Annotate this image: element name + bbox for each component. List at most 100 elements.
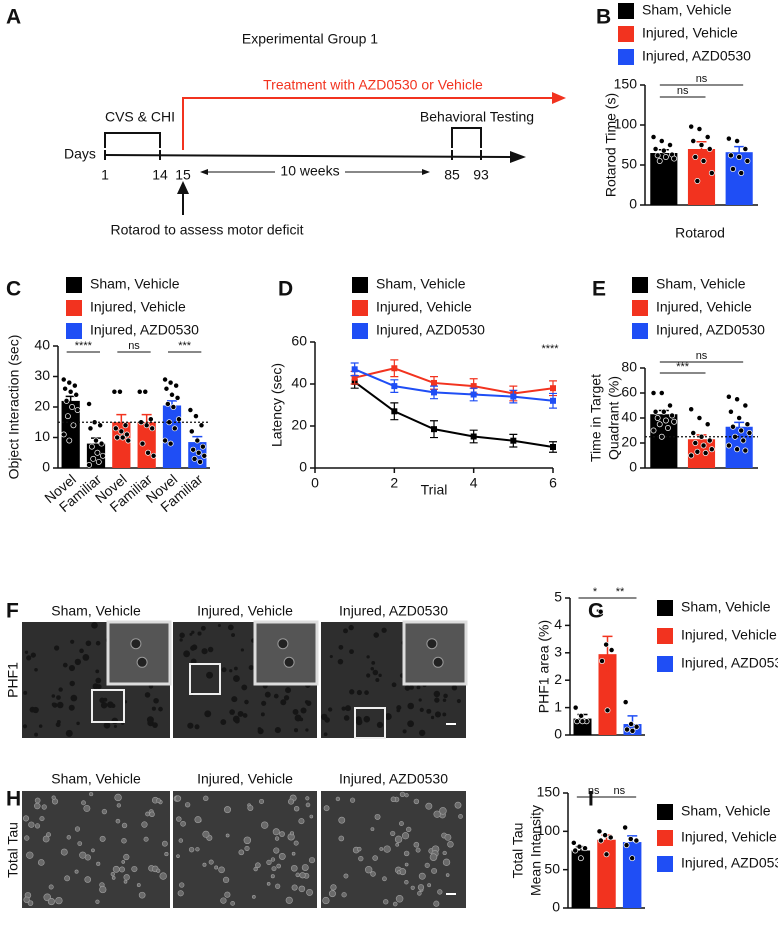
cell — [275, 883, 281, 889]
data-point — [656, 158, 663, 164]
cell — [382, 876, 387, 882]
cell — [66, 835, 72, 840]
cell — [96, 861, 101, 866]
legend-swatch — [618, 49, 634, 65]
data-point — [700, 158, 707, 164]
cell — [293, 728, 299, 733]
cell — [22, 815, 30, 822]
micrograph — [22, 791, 170, 908]
cell — [26, 655, 32, 661]
legend-label: Injured, AZD0530 — [681, 855, 778, 871]
data-point — [702, 450, 709, 456]
data-point — [596, 828, 603, 835]
data-point — [145, 449, 152, 456]
data-point — [119, 434, 126, 441]
cell — [349, 649, 354, 655]
data-point — [550, 397, 556, 404]
day-label: 14 — [152, 167, 168, 183]
panel-letter: C — [6, 278, 21, 301]
data-point — [656, 421, 663, 428]
cell — [234, 718, 240, 724]
cell — [295, 872, 300, 878]
cell — [454, 801, 462, 809]
cell — [298, 818, 305, 825]
cell — [433, 810, 441, 818]
cell — [188, 846, 195, 853]
cell — [221, 667, 227, 673]
legend-swatch — [657, 628, 673, 644]
legend-label: Injured, AZD0530 — [681, 655, 778, 671]
cell — [56, 695, 61, 700]
cell — [114, 793, 122, 802]
cell — [156, 868, 161, 873]
data-point — [86, 401, 93, 407]
data-point — [706, 437, 713, 444]
x-tick-label: 6 — [549, 475, 557, 491]
cell — [341, 706, 346, 711]
cell — [176, 816, 182, 822]
cell — [69, 680, 75, 687]
cell — [288, 798, 295, 805]
data-point — [708, 170, 715, 176]
cell — [152, 722, 158, 728]
data-point — [694, 448, 701, 455]
cell — [68, 664, 76, 672]
cell — [34, 797, 41, 804]
cell — [434, 711, 441, 718]
legend-swatch — [66, 300, 82, 316]
cell — [231, 633, 236, 638]
treatment-bracket — [182, 97, 552, 150]
legend-label: Sham, Vehicle — [656, 276, 746, 292]
cell — [433, 900, 440, 907]
cell — [74, 869, 79, 874]
cell — [240, 648, 244, 652]
cell — [270, 874, 275, 879]
data-point — [624, 726, 630, 733]
cell — [24, 835, 30, 841]
cell — [273, 847, 280, 854]
cell — [136, 883, 141, 887]
cell — [156, 798, 161, 803]
stain-label: PHF1 — [5, 662, 21, 698]
cell — [404, 862, 409, 867]
y-tick-label: 4 — [554, 616, 562, 632]
data-point — [550, 385, 556, 392]
y-tick-label: 20 — [34, 398, 50, 414]
data-point — [736, 154, 743, 160]
cell — [343, 873, 349, 879]
data-point — [727, 408, 734, 415]
panel-letter: D — [278, 278, 293, 301]
significance-label: ns — [696, 73, 708, 85]
legend-label: Injured, AZD0530 — [642, 48, 751, 64]
cell — [370, 871, 376, 877]
y-axis-label: Object Interaction (sec) — [6, 335, 22, 480]
cell — [79, 648, 84, 654]
cell — [144, 692, 151, 698]
data-point — [746, 430, 753, 436]
data-point — [195, 449, 202, 456]
cell — [207, 646, 214, 653]
cell — [260, 821, 269, 829]
cell — [229, 669, 233, 673]
day-label: 15 — [175, 167, 191, 183]
cell — [444, 834, 452, 841]
data-point — [727, 152, 734, 159]
cell — [309, 814, 314, 819]
inset-box — [91, 689, 125, 723]
cell — [291, 884, 298, 891]
data-point — [652, 146, 659, 152]
data-point — [188, 428, 195, 435]
y-tick-label: 40 — [34, 337, 50, 353]
data-point — [650, 390, 657, 396]
cell — [164, 852, 169, 857]
data-point — [125, 437, 132, 444]
cell — [32, 706, 39, 714]
cell — [276, 863, 282, 869]
cell — [395, 842, 400, 847]
cell — [141, 821, 148, 828]
cell — [84, 876, 92, 883]
data-point — [692, 154, 699, 160]
panel-letter: H — [6, 788, 21, 811]
cell — [159, 872, 167, 880]
cell — [99, 835, 106, 842]
